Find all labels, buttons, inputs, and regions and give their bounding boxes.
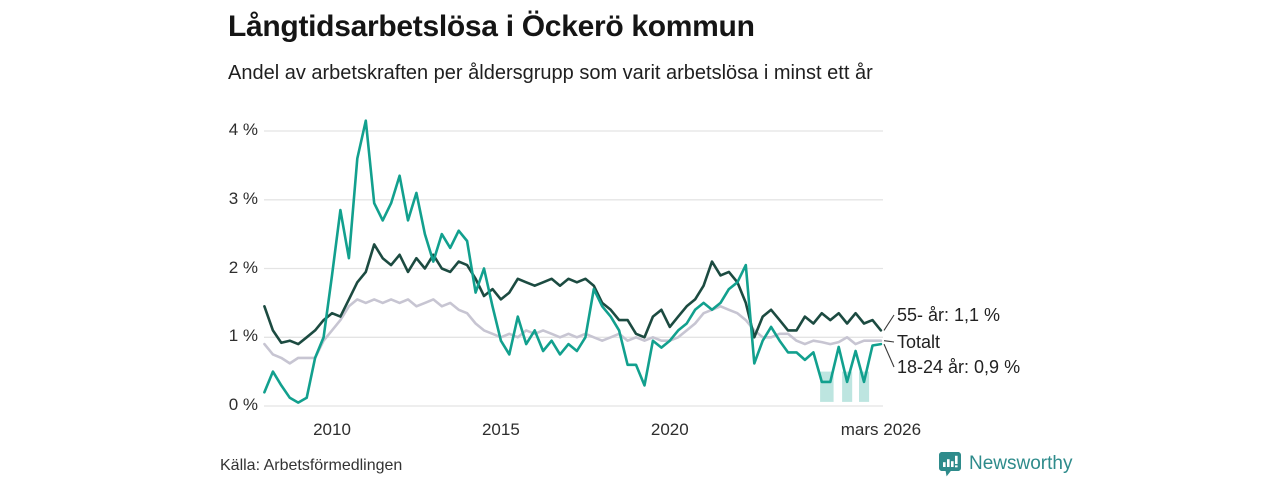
y-axis-tick-label: 1 %	[228, 326, 258, 346]
y-axis-tick-label: 4 %	[228, 120, 258, 139]
y-axis-tick-label: 2 %	[228, 257, 258, 277]
x-axis-tick-label: 2015	[481, 420, 520, 439]
series-end-label-totalt: Totalt	[897, 332, 941, 352]
newsworthy-logo[interactable]: Newsworthy	[938, 451, 1072, 477]
y-axis-tick-label: 0 %	[228, 395, 258, 414]
page-title: Långtidsarbetslösa i Öckerö kommun	[228, 10, 755, 43]
series-end-label-18-24: 18-24 år: 0,9 %	[897, 357, 1021, 377]
x-axis-tick-label: 2010	[313, 420, 351, 439]
series-end-label-55: 55- år: 1,1 %	[897, 305, 1001, 325]
newsworthy-bubble-chart-icon	[938, 451, 962, 477]
x-axis-tick-label: mars 2026	[840, 420, 922, 439]
y-axis-tick-label: 3 %	[228, 188, 258, 208]
page-subtitle: Andel av arbetskraften per åldersgrupp s…	[228, 62, 873, 84]
newsworthy-wordmark: Newsworthy	[969, 453, 1073, 474]
x-axis-tick-label: 2020	[650, 420, 689, 439]
source-note: Källa: Arbetsförmedlingen	[220, 457, 403, 474]
